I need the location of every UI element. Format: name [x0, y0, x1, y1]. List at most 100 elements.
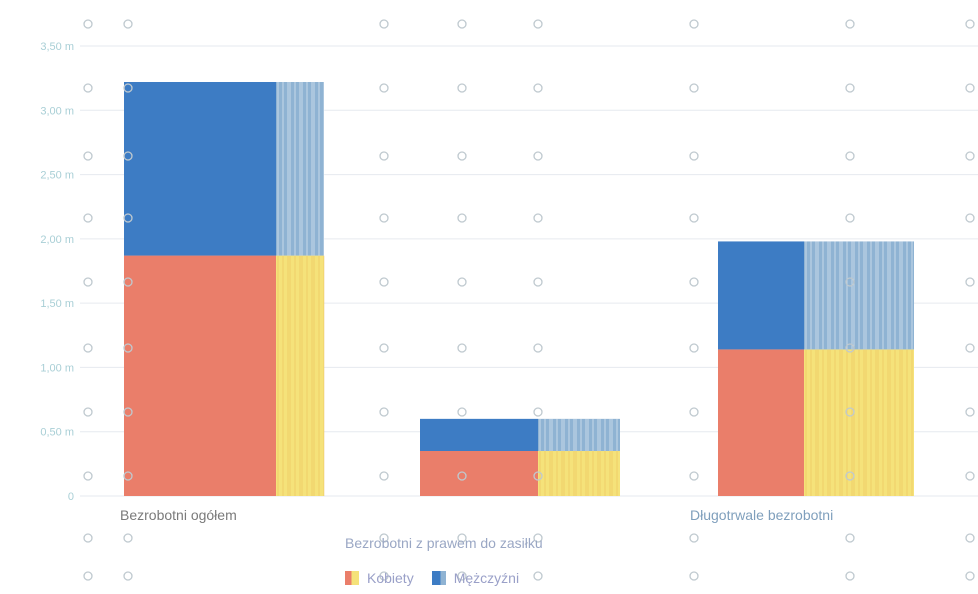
decor-dot [533, 19, 543, 29]
legend-item-male[interactable]: Mężczyźni [431, 570, 519, 586]
decor-dot [123, 343, 133, 353]
legend: Kobiety Mężczyźni [345, 570, 519, 586]
decor-dot [965, 151, 975, 161]
decor-dot [533, 407, 543, 417]
decor-dot [123, 571, 133, 581]
y-tick-label: 2,50 m [40, 170, 74, 182]
decor-dot [457, 151, 467, 161]
decor-dot [965, 407, 975, 417]
bar-kobiety-3[interactable] [718, 349, 914, 496]
bar-segment [124, 255, 276, 496]
decor-dot [83, 471, 93, 481]
decor-dot [965, 571, 975, 581]
decor-dot [457, 83, 467, 93]
decor-dot [533, 533, 543, 543]
decor-dot [533, 151, 543, 161]
decor-dot [965, 533, 975, 543]
decor-dot [379, 213, 389, 223]
decor-dot [379, 83, 389, 93]
decor-dot [845, 343, 855, 353]
decor-dot [845, 19, 855, 29]
decor-dot [689, 343, 699, 353]
decor-dot [457, 533, 467, 543]
bar-segment [718, 241, 804, 350]
decor-dot [845, 471, 855, 481]
decor-dot [689, 407, 699, 417]
decor-dot [83, 571, 93, 581]
decor-dot [123, 19, 133, 29]
bar-segment [718, 349, 804, 496]
decor-dot [83, 151, 93, 161]
decor-dot [965, 343, 975, 353]
decor-dot [689, 151, 699, 161]
legend-label-female: Kobiety [367, 570, 414, 586]
decor-dot [533, 213, 543, 223]
decor-dot [379, 533, 389, 543]
decor-dot [123, 83, 133, 93]
category-label: Bezrobotni ogółem [120, 507, 237, 523]
y-tick-label: 0 [68, 491, 74, 503]
decor-dot [457, 277, 467, 287]
decor-dot [689, 277, 699, 287]
legend-item-female[interactable]: Kobiety [345, 570, 414, 586]
bar-mezczyzni-1[interactable] [124, 82, 325, 256]
decor-dot [845, 407, 855, 417]
bar-mezczyzni-2[interactable] [420, 418, 620, 451]
decor-dot [965, 83, 975, 93]
decor-dot [533, 83, 543, 93]
category-label: Długotrwale bezrobotni [690, 507, 833, 523]
bars [124, 82, 914, 496]
decor-dot [379, 277, 389, 287]
decor-dot [845, 277, 855, 287]
decor-dot [533, 471, 543, 481]
decor-dot [83, 83, 93, 93]
decor-dot [123, 407, 133, 417]
decor-dot [965, 277, 975, 287]
decor-dot [845, 83, 855, 93]
bar-mezczyzni-3[interactable] [718, 241, 914, 350]
legend-swatch-male [431, 571, 446, 585]
decor-dot [83, 277, 93, 287]
decor-dot [533, 343, 543, 353]
category-labels: Bezrobotni ogółem Bezrobotni z prawem do … [120, 507, 833, 551]
decor-dot [83, 533, 93, 543]
y-axis-ticks: 0 0,50 m 1,00 m 1,50 m 2,00 m 2,50 m 3,00 m 3,5… [40, 41, 74, 503]
decor-dot [965, 471, 975, 481]
decor-dot [379, 151, 389, 161]
decor-dot [457, 343, 467, 353]
y-tick-label: 3,50 m [40, 41, 74, 53]
decor-dot [845, 571, 855, 581]
bar-segment [420, 451, 538, 496]
decor-dot [83, 407, 93, 417]
decor-dot [845, 151, 855, 161]
category-label: Bezrobotni z prawem do zasiłku [345, 535, 543, 551]
y-tick-label: 1,00 m [40, 362, 74, 374]
decor-dots [83, 19, 975, 581]
decor-dot [689, 19, 699, 29]
y-tick-label: 2,00 m [40, 234, 74, 246]
decor-dot [457, 571, 467, 581]
decor-dot [123, 151, 133, 161]
decor-dot [379, 19, 389, 29]
decor-dot [457, 471, 467, 481]
decor-dot [689, 571, 699, 581]
decor-dot [689, 83, 699, 93]
decor-dot [379, 471, 389, 481]
decor-dot [689, 471, 699, 481]
y-tick-label: 1,50 m [40, 298, 74, 310]
y-tick-label: 3,00 m [40, 105, 74, 117]
decor-dot [845, 533, 855, 543]
decor-dot [533, 277, 543, 287]
decor-dot [457, 213, 467, 223]
decor-dot [457, 407, 467, 417]
legend-swatch-female [345, 571, 359, 585]
decor-dot [379, 343, 389, 353]
decor-dot [83, 19, 93, 29]
bar-segment [124, 82, 276, 256]
decor-dot [689, 533, 699, 543]
decor-dot [83, 213, 93, 223]
decor-dot [845, 213, 855, 223]
bar-kobiety-1[interactable] [124, 255, 325, 496]
bar-kobiety-2[interactable] [420, 451, 620, 496]
